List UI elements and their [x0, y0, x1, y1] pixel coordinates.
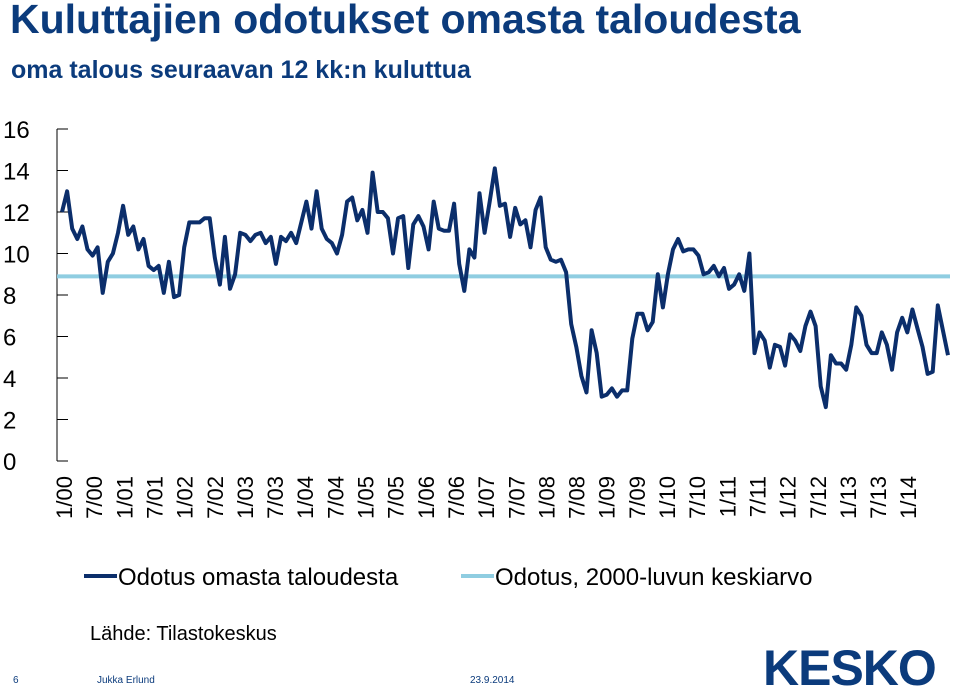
x-tick-label: 1/06 — [414, 476, 439, 519]
x-tick-label: 7/03 — [263, 476, 288, 519]
x-tick-label: 7/07 — [504, 476, 529, 519]
x-tick-label: 1/14 — [896, 476, 921, 519]
y-tick-label: 16 — [3, 117, 30, 144]
y-tick-label: 0 — [3, 449, 16, 476]
y-tick-label: 8 — [3, 283, 16, 310]
x-tick-label: 7/01 — [142, 476, 167, 519]
x-tick-label: 1/04 — [293, 476, 318, 519]
x-tick-label: 7/06 — [444, 476, 469, 519]
x-tick-label: 7/11 — [745, 476, 770, 517]
x-tick-label: 7/00 — [82, 476, 107, 519]
x-tick-label: 1/01 — [112, 476, 137, 519]
y-tick-label: 6 — [3, 325, 16, 352]
x-tick-label: 7/09 — [625, 476, 650, 519]
x-tick-label: 1/05 — [354, 476, 379, 519]
legend-label-average: Odotus, 2000-luvun keskiarvo — [495, 564, 813, 591]
x-tick-label: 7/10 — [685, 476, 710, 519]
page-number: 6 — [13, 675, 19, 686]
kesko-logo: KESKO — [763, 640, 937, 696]
x-tick-label: 1/08 — [534, 476, 559, 519]
y-tick-label: 14 — [3, 159, 30, 186]
x-tick-label: 7/04 — [323, 476, 348, 519]
y-tick-label: 10 — [3, 242, 30, 269]
expectation-series-line — [60, 166, 950, 410]
x-tick-label: 1/11 — [715, 476, 740, 517]
x-tick-label: 7/02 — [203, 476, 228, 519]
y-tick-label: 12 — [3, 200, 30, 227]
source-note: Lähde: Tilastokeskus — [90, 623, 277, 645]
x-tick-label: 1/00 — [52, 476, 77, 519]
x-tick-label: 1/12 — [776, 476, 801, 519]
x-tick-label: 1/07 — [474, 476, 499, 519]
y-tick-label: 2 — [3, 408, 16, 435]
footer-author: Jukka Erlund — [97, 675, 155, 686]
x-tick-label: 1/02 — [173, 476, 198, 519]
page-subtitle: oma talous seuraavan 12 kk:n kuluttua — [11, 56, 471, 84]
page-title: Kuluttajien odotukset omasta taloudesta — [10, 0, 801, 42]
x-tick-label: 7/05 — [384, 476, 409, 519]
legend-label-series: Odotus omasta taloudesta — [118, 564, 399, 591]
x-tick-label: 1/10 — [655, 476, 680, 519]
x-tick-label: 1/13 — [836, 476, 861, 519]
x-tick-label: 7/08 — [565, 476, 590, 519]
y-tick-label: 4 — [3, 366, 16, 393]
x-tick-label: 1/03 — [233, 476, 258, 519]
footer-date: 23.9.2014 — [470, 675, 515, 686]
x-tick-label: 7/13 — [866, 476, 891, 519]
x-tick-label: 7/12 — [806, 476, 831, 519]
x-tick-label: 1/09 — [595, 476, 620, 519]
